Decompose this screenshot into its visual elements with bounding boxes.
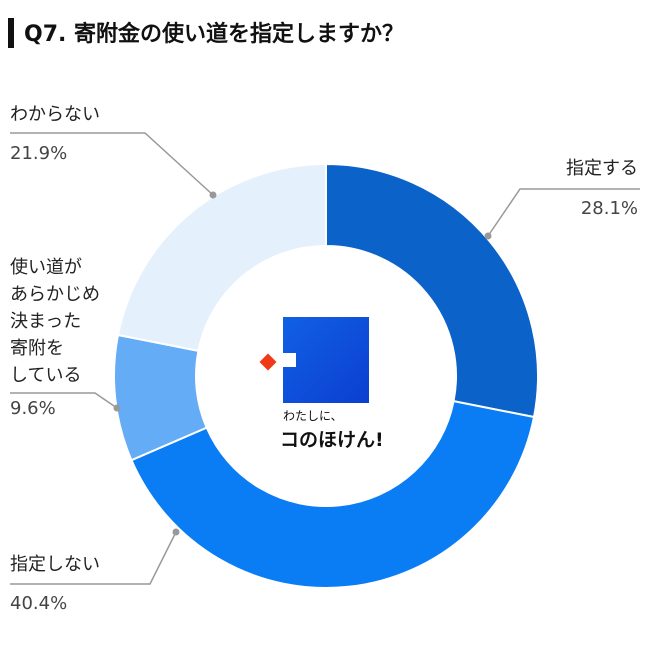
leader-line (10, 392, 118, 409)
leader-line (487, 188, 640, 237)
leader-dot (484, 232, 492, 240)
leader-dot (172, 528, 180, 536)
logo-text: わたしに、 (283, 409, 343, 423)
chart-title: Q7. 寄附金の使い道を指定しますか？ (24, 21, 404, 47)
leader-dot (209, 191, 217, 199)
donut-slice (116, 162, 327, 353)
slice-label: 指定しない (10, 554, 100, 575)
title-bar (8, 18, 14, 48)
slice-label: わからない (10, 104, 100, 125)
slice-label: 指定する (566, 158, 638, 179)
leader-dot (113, 404, 121, 412)
value-label: 9.6% (10, 398, 56, 419)
logo (259, 317, 369, 403)
leader-line (10, 531, 177, 585)
value-label: 21.9% (10, 143, 68, 164)
donut-slice (325, 162, 539, 419)
leader-line (10, 132, 214, 196)
value-label: 40.4% (10, 593, 68, 614)
value-label: 28.1% (580, 198, 638, 219)
logo-text: コのほけん! (280, 429, 384, 451)
slice-label: 使い道が あらかじめ 決まった 寄附を している (10, 257, 100, 386)
donut-slice (130, 399, 536, 589)
